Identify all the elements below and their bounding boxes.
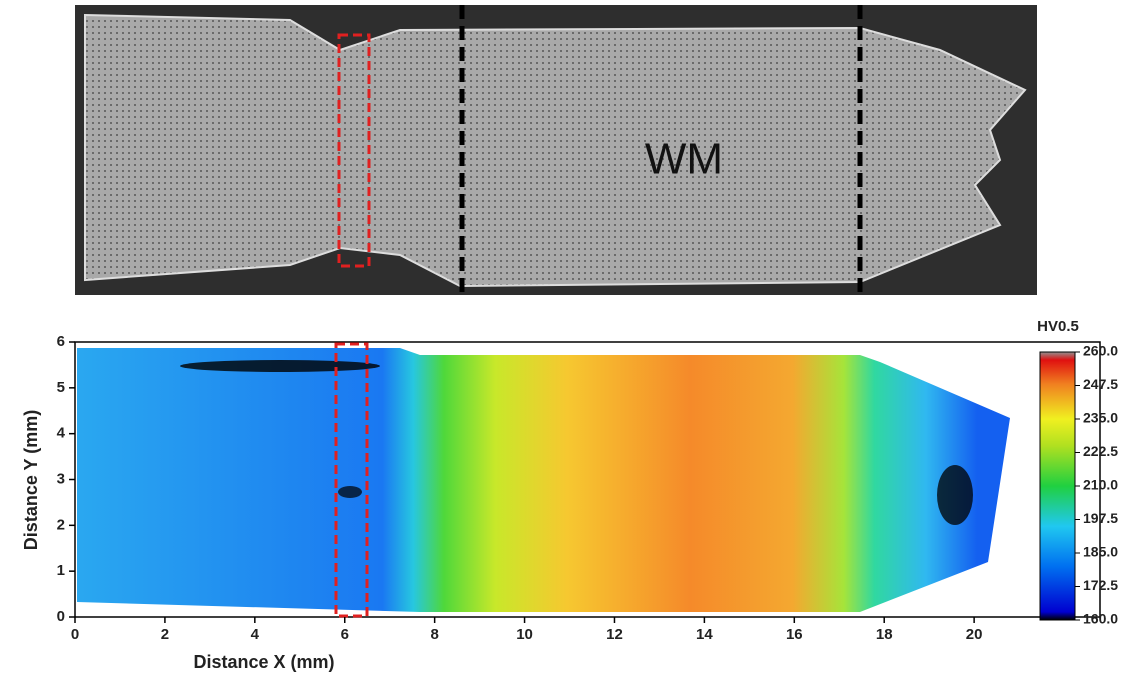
y-tick-label: 3 — [57, 470, 65, 487]
low-zone — [338, 486, 362, 498]
x-tick-label: 18 — [876, 626, 893, 643]
colorbar-tick-label: 197.5 — [1083, 510, 1118, 526]
y-axis-label: Distance Y (mm) — [21, 410, 41, 550]
region-label: WM — [645, 135, 723, 184]
highlight-box — [334, 342, 369, 618]
colorbar — [1039, 351, 1076, 621]
y-tick-label: 4 — [57, 425, 66, 442]
colorbar-tick-label: 210.0 — [1083, 477, 1118, 493]
x-tick-label: 4 — [251, 626, 260, 643]
y-tick-label: 5 — [57, 379, 65, 396]
colorbar-tick-label: 260.0 — [1083, 343, 1118, 359]
x-tick-label: 12 — [606, 626, 623, 643]
y-tick-label: 2 — [57, 516, 65, 533]
colorbar-tick-label: 247.5 — [1083, 376, 1118, 392]
x-tick-label: 6 — [341, 626, 349, 643]
colorbar-tick-label: 160.0 — [1083, 611, 1118, 627]
colorbar-tick-label: 222.5 — [1083, 443, 1118, 459]
x-tick-label: 8 — [430, 626, 438, 643]
highlight-box — [337, 33, 371, 268]
low-zone — [180, 360, 380, 372]
y-tick-label: 0 — [57, 608, 65, 625]
x-tick-label: 20 — [966, 626, 983, 643]
y-tick-label: 1 — [57, 562, 65, 579]
colorbar-tick-label: 185.0 — [1083, 544, 1118, 560]
x-tick-label: 0 — [71, 626, 79, 643]
colorbar-tick-label: 235.0 — [1083, 410, 1118, 426]
x-tick-label: 14 — [696, 626, 713, 643]
x-tick-label: 2 — [161, 626, 169, 643]
specimen — [84, 13, 1027, 288]
x-tick-label: 10 — [516, 626, 533, 643]
low-zone — [937, 465, 973, 525]
colorbar-tick-label: 172.5 — [1083, 577, 1118, 593]
y-tick-label: 6 — [57, 333, 65, 350]
hardness-map — [77, 348, 1010, 612]
x-axis-label: Distance X (mm) — [193, 652, 334, 672]
x-tick-label: 16 — [786, 626, 803, 643]
colorbar-label: HV0.5 — [1037, 318, 1079, 335]
